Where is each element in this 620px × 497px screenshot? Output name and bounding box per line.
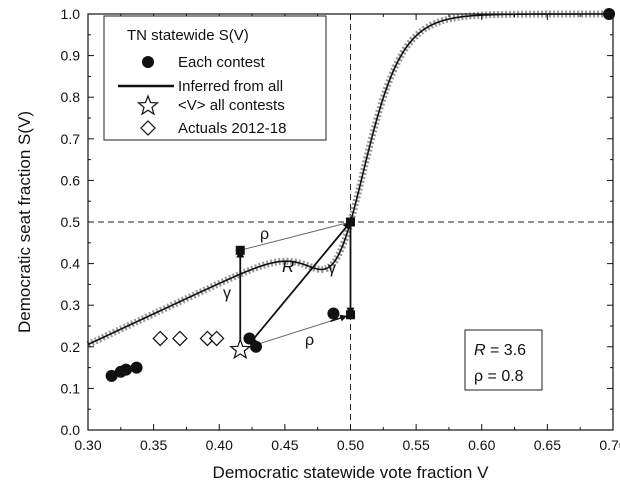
parameter-r: R = 3.6: [474, 342, 526, 359]
y-tick-label-8: 0.8: [61, 89, 81, 105]
y-axis-title: Democratic seat fraction S(V): [15, 111, 34, 333]
actual-diamond-3: [208, 330, 225, 347]
axes: 0.30 0.35 0.40 0.45 0.50 0.55 0.60 0.65 0.70 0.0 0…: [15, 6, 620, 482]
contest-point-3: [130, 361, 143, 374]
x-tick-label-5: 0.55: [403, 437, 430, 453]
r-arrow: [248, 221, 352, 345]
y-tick-label-5: 0.5: [61, 214, 81, 230]
contest-point-4: [243, 332, 256, 345]
x-tick-label-1: 0.35: [140, 437, 167, 453]
construction-line-0: [240, 221, 351, 251]
y-tick-label-9: 0.9: [61, 48, 81, 64]
construction-square-1: [346, 217, 355, 227]
actual-diamond-0: [152, 330, 169, 347]
y-tick-label-1: 0.1: [61, 380, 81, 396]
annotations: ρ ρ γ γ R R = 3.6 ρ = 0.8: [223, 226, 543, 391]
legend: TN statewide S(V) Each contest Inferred …: [103, 15, 327, 141]
construction-square-0: [235, 245, 245, 255]
legend-title: TN statewide S(V): [127, 27, 249, 44]
rho-bottom-label: ρ: [305, 332, 314, 349]
x-tick-label-0: 0.30: [74, 437, 101, 453]
parameter-rho: ρ = 0.8: [474, 368, 524, 385]
data-points: [105, 8, 616, 382]
x-tick-label-7: 0.65: [534, 437, 561, 453]
y-tick-label-10: 1.0: [61, 6, 81, 22]
contest-point-6: [327, 307, 340, 320]
rho-bottom-arrowhead: [330, 314, 348, 322]
x-tick-label-6: 0.60: [468, 437, 495, 453]
contest-point-2: [120, 363, 133, 376]
legend-marker-actuals: [140, 120, 156, 136]
legend-box: [103, 15, 327, 141]
parameter-r-value: = 3.6: [486, 342, 527, 359]
x-tick-label-4: 0.50: [337, 437, 364, 453]
y-tick-label-2: 0.2: [61, 339, 81, 355]
x-tick-label-2: 0.40: [206, 437, 233, 453]
x-axis-title: Democratic statewide vote fraction V: [213, 463, 490, 482]
construction-square-2: [346, 310, 355, 320]
legend-marker-mean-v: [136, 94, 160, 116]
legend-marker-each-contest: [142, 56, 154, 68]
legend-label-mean-v: <V> all contests: [178, 97, 285, 114]
y-tick-label-4: 0.4: [61, 256, 81, 272]
r-arrow-label: R: [282, 257, 294, 276]
construction-geometry: [235, 217, 355, 351]
y-tick-label-0: 0.0: [61, 422, 81, 438]
parameter-r-name: R: [474, 342, 486, 359]
rho-top-label: ρ: [260, 226, 269, 243]
x-tick-label-8: 0.70: [599, 437, 620, 453]
parameter-box: [464, 329, 543, 391]
y-tick-label-3: 0.3: [61, 297, 81, 313]
legend-label-each-contest: Each contest: [178, 54, 266, 71]
actual-diamond-1: [172, 330, 188, 347]
y-tick-label-6: 0.6: [61, 172, 81, 188]
gamma-right-label: γ: [328, 260, 336, 277]
contest-point-5: [250, 340, 262, 353]
x-tick-label-3: 0.45: [271, 437, 298, 453]
y-tick-label-7: 0.7: [61, 131, 81, 147]
gamma-left-label: γ: [223, 285, 231, 302]
legend-label-inferred: Inferred from all: [178, 78, 283, 95]
contest-point-0: [105, 369, 118, 382]
mean-v-star-0: [229, 337, 252, 360]
legend-label-actuals: Actuals 2012-18: [178, 120, 286, 137]
